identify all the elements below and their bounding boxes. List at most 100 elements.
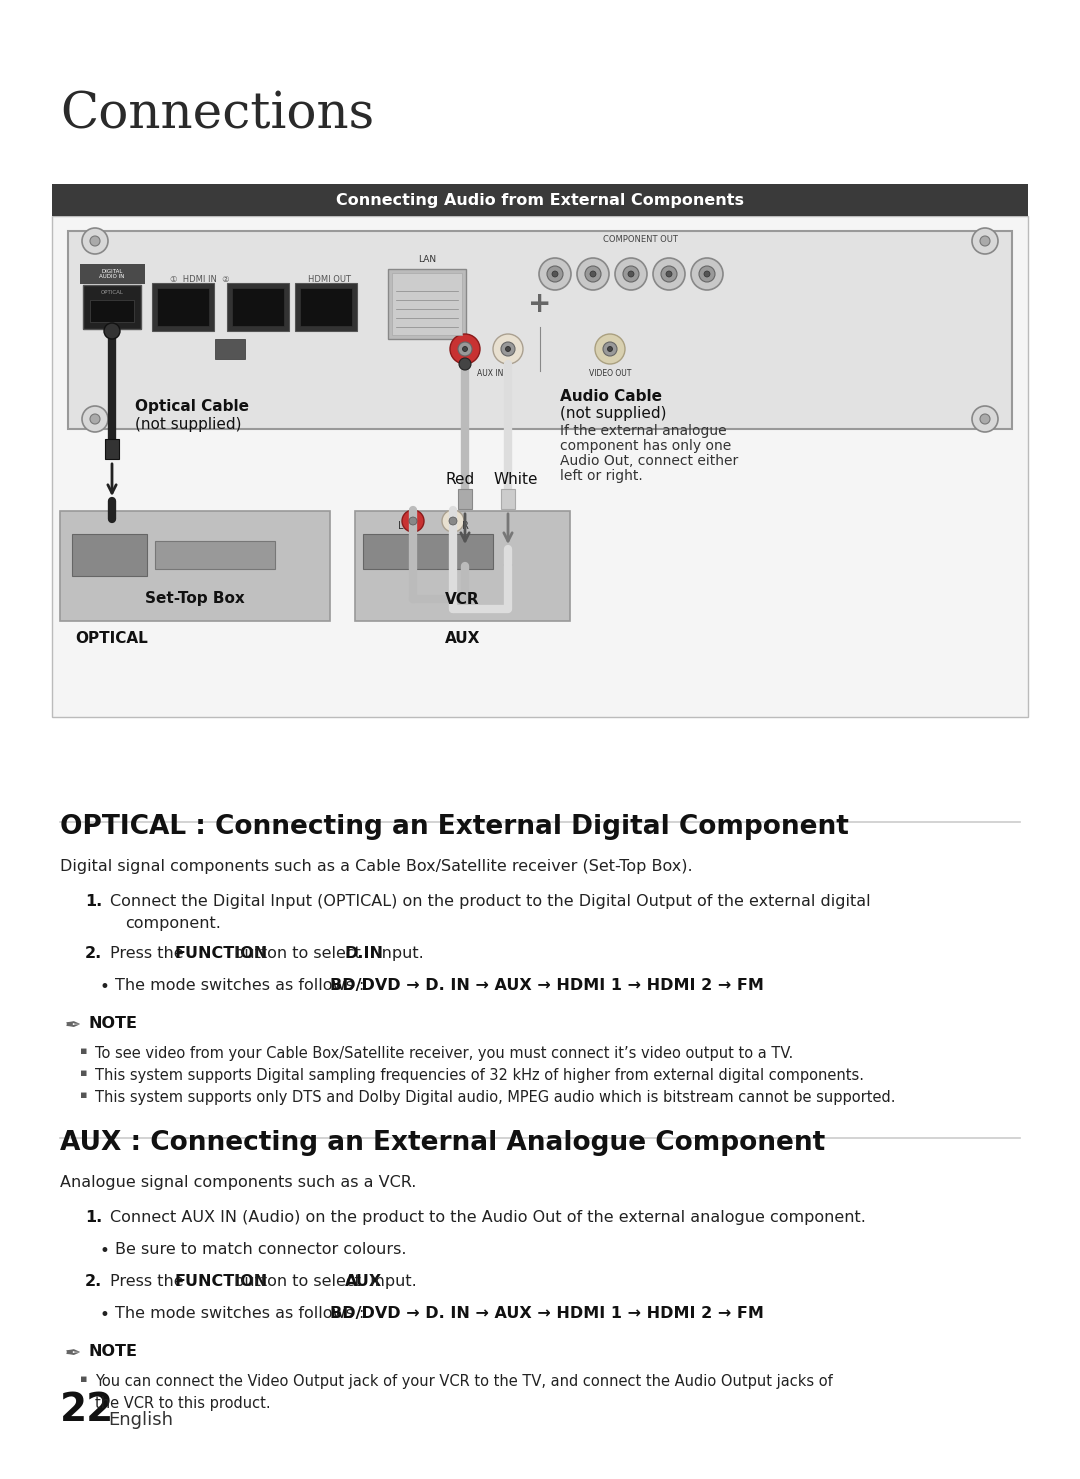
Text: Connect the Digital Input (OPTICAL) on the product to the Digital Output of the : Connect the Digital Input (OPTICAL) on t… xyxy=(110,893,870,910)
Text: AUX: AUX xyxy=(445,632,481,646)
Bar xyxy=(90,300,134,322)
Circle shape xyxy=(972,407,998,432)
Text: ✒: ✒ xyxy=(65,1344,81,1364)
Text: LAN: LAN xyxy=(418,254,436,263)
Text: You can connect the Video Output jack of your VCR to the TV, and connect the Aud: You can connect the Video Output jack of… xyxy=(95,1374,833,1389)
Bar xyxy=(392,274,462,336)
Text: Press the: Press the xyxy=(110,947,189,961)
Text: component.: component. xyxy=(125,916,221,930)
Circle shape xyxy=(90,414,100,424)
Circle shape xyxy=(90,237,100,246)
Circle shape xyxy=(492,334,523,364)
Bar xyxy=(458,490,472,509)
Text: Audio Out, connect either: Audio Out, connect either xyxy=(561,454,739,467)
Bar xyxy=(501,490,515,509)
Text: Red: Red xyxy=(445,472,474,487)
Circle shape xyxy=(82,407,108,432)
Circle shape xyxy=(653,257,685,290)
Text: Connections: Connections xyxy=(60,90,375,139)
Text: AUX : Connecting an External Analogue Component: AUX : Connecting an External Analogue Co… xyxy=(60,1130,825,1157)
Circle shape xyxy=(577,257,609,290)
Circle shape xyxy=(505,346,511,352)
Circle shape xyxy=(104,322,120,339)
Circle shape xyxy=(661,266,677,282)
Text: ▪: ▪ xyxy=(80,1374,87,1384)
Text: OPTICAL : Connecting an External Digital Component: OPTICAL : Connecting an External Digital… xyxy=(60,813,849,840)
Circle shape xyxy=(442,510,464,532)
Text: NOTE: NOTE xyxy=(87,1016,137,1031)
Circle shape xyxy=(462,346,468,352)
Circle shape xyxy=(980,237,990,246)
Text: BD/DVD → D. IN → AUX → HDMI 1 → HDMI 2 → FM: BD/DVD → D. IN → AUX → HDMI 1 → HDMI 2 →… xyxy=(330,978,764,992)
Circle shape xyxy=(595,334,625,364)
Bar xyxy=(388,269,465,339)
Text: OPTICAL: OPTICAL xyxy=(100,290,123,294)
Text: ▪: ▪ xyxy=(80,1090,87,1100)
Text: To see video from your Cable Box/Satellite receiver, you must connect it’s video: To see video from your Cable Box/Satelli… xyxy=(95,1046,793,1060)
Bar xyxy=(157,288,210,325)
Text: (not supplied): (not supplied) xyxy=(135,417,242,432)
Text: 1.: 1. xyxy=(85,893,103,910)
Text: The mode switches as follows :: The mode switches as follows : xyxy=(114,1306,369,1321)
Text: Be sure to match connector colours.: Be sure to match connector colours. xyxy=(114,1242,406,1257)
Text: OPTICAL: OPTICAL xyxy=(76,632,148,646)
Circle shape xyxy=(552,271,558,277)
Bar xyxy=(83,285,141,328)
Text: ①  HDMI IN  ②: ① HDMI IN ② xyxy=(171,275,230,284)
Bar xyxy=(80,263,145,284)
Text: Digital signal components such as a Cable Box/Satellite receiver (Set-Top Box).: Digital signal components such as a Cabl… xyxy=(60,859,692,874)
Circle shape xyxy=(82,228,108,254)
Text: HDMI OUT: HDMI OUT xyxy=(309,275,351,284)
Circle shape xyxy=(623,266,639,282)
Text: Set-Top Box: Set-Top Box xyxy=(145,592,245,606)
Circle shape xyxy=(627,271,634,277)
Circle shape xyxy=(539,257,571,290)
Circle shape xyxy=(585,266,600,282)
Text: 22: 22 xyxy=(60,1392,114,1429)
Circle shape xyxy=(409,518,417,525)
Text: button to select: button to select xyxy=(229,947,366,961)
Bar xyxy=(355,512,570,621)
Circle shape xyxy=(450,334,480,364)
Bar xyxy=(295,282,357,331)
Bar xyxy=(68,231,1012,429)
Text: D.IN: D.IN xyxy=(345,947,383,961)
Text: Analogue signal components such as a VCR.: Analogue signal components such as a VCR… xyxy=(60,1174,417,1191)
Text: FUNCTION: FUNCTION xyxy=(175,1273,268,1290)
Bar xyxy=(232,288,284,325)
Text: English: English xyxy=(108,1411,173,1429)
Circle shape xyxy=(607,346,612,352)
Bar xyxy=(52,216,1028,717)
Text: •: • xyxy=(100,978,110,995)
Text: This system supports only DTS and Dolby Digital audio, MPEG audio which is bitst: This system supports only DTS and Dolby … xyxy=(95,1090,895,1105)
Bar xyxy=(72,534,147,575)
Circle shape xyxy=(546,266,563,282)
Text: 2.: 2. xyxy=(85,1273,103,1290)
Bar xyxy=(52,183,1028,216)
Circle shape xyxy=(402,510,424,532)
Circle shape xyxy=(449,518,457,525)
Bar xyxy=(156,541,275,569)
Text: Connecting Audio from External Components: Connecting Audio from External Component… xyxy=(336,192,744,207)
Text: •: • xyxy=(100,1306,110,1324)
Text: This system supports Digital sampling frequencies of 32 kHz of higher from exter: This system supports Digital sampling fr… xyxy=(95,1068,864,1083)
Circle shape xyxy=(704,271,710,277)
Text: VCR: VCR xyxy=(445,592,480,606)
Text: L: L xyxy=(399,521,404,531)
Bar xyxy=(60,512,330,621)
Text: If the external analogue: If the external analogue xyxy=(561,424,727,438)
Text: BD/DVD → D. IN → AUX → HDMI 1 → HDMI 2 → FM: BD/DVD → D. IN → AUX → HDMI 1 → HDMI 2 →… xyxy=(330,1306,764,1321)
Text: 1.: 1. xyxy=(85,1210,103,1225)
Text: DIGITAL
AUDIO IN: DIGITAL AUDIO IN xyxy=(99,269,124,280)
Text: White: White xyxy=(494,472,538,487)
Bar xyxy=(363,534,492,569)
Circle shape xyxy=(699,266,715,282)
Circle shape xyxy=(458,342,472,356)
Bar xyxy=(215,339,245,359)
Circle shape xyxy=(666,271,672,277)
Circle shape xyxy=(590,271,596,277)
Bar xyxy=(227,282,289,331)
Text: FUNCTION: FUNCTION xyxy=(175,947,268,961)
Text: NOTE: NOTE xyxy=(87,1344,137,1359)
Text: AUX: AUX xyxy=(345,1273,382,1290)
